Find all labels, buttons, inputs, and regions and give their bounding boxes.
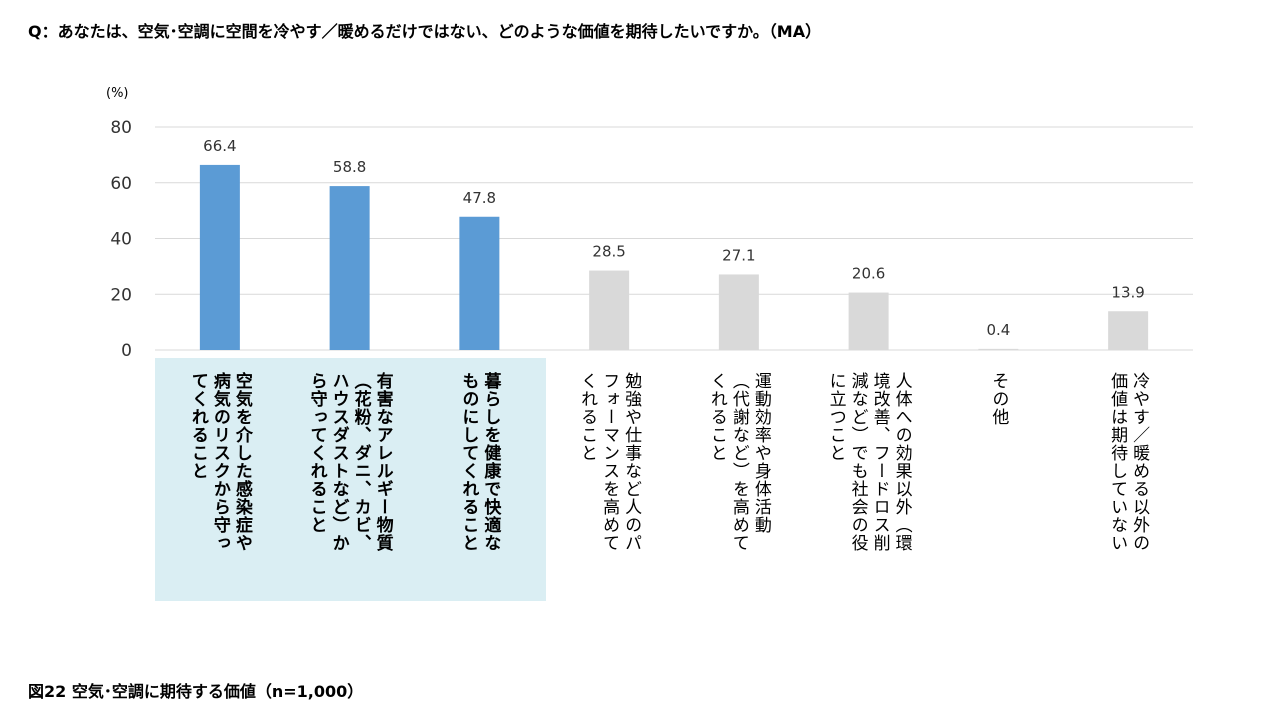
y-tick-label: 60 <box>110 174 132 194</box>
category-label: 勉強や仕事など人のパ フォーマンスを高めて くれること <box>576 372 642 552</box>
category-label-line: その他 <box>988 372 1009 426</box>
category-label-line: 有害なアレルギー物質 <box>372 372 393 552</box>
bar <box>199 164 240 350</box>
bar <box>329 186 370 350</box>
category-label-line: くれること <box>577 372 598 462</box>
category-label: 運動効率や身体活動 （代謝など）を高めて くれること <box>706 372 772 552</box>
highlight-label-background <box>155 358 546 601</box>
data-label: 28.5 <box>592 243 625 261</box>
category-label-line: 勉強や仕事など人のパ <box>621 372 642 552</box>
category-label-line: 減など）でも社会の役 <box>847 372 868 552</box>
data-label: 20.6 <box>852 265 885 283</box>
category-label-line: （花粉、ダニ、カビ、 <box>350 372 371 552</box>
category-label-line: 人体への効果以外（環 <box>891 372 912 552</box>
y-tick-label: 20 <box>110 285 132 305</box>
data-label: 58.8 <box>333 158 366 176</box>
bar <box>718 274 759 350</box>
category-label-line: フォーマンスを高めて <box>599 372 620 552</box>
data-label: 13.9 <box>1111 283 1144 301</box>
category-label: 有害なアレルギー物質 （花粉、ダニ、カビ、 ハウスダストなど）か ら守ってくれること <box>306 372 394 552</box>
category-label-line: 暮らしを健康で快適な <box>480 372 501 552</box>
category-label-line: ものにしてくれること <box>458 372 479 552</box>
category-label: 人体への効果以外（環 境改善、フードロス削 減など）でも社会の役 に立つこと <box>825 372 913 552</box>
category-label-line: 空気を介した感染症や <box>231 372 252 552</box>
category-label-line: に立つこと <box>825 372 846 462</box>
category-label: 暮らしを健康で快適な ものにしてくれること <box>457 372 501 552</box>
bar <box>848 292 889 350</box>
data-label: 47.8 <box>463 189 496 207</box>
category-label-line: 冷やす／暖める以外の <box>1129 372 1150 552</box>
category-label-line: 病気のリスクから守っ <box>209 372 230 552</box>
y-tick-label: 40 <box>110 230 132 250</box>
category-label-line: 運動効率や身体活動 <box>750 372 771 534</box>
category-label: その他 <box>987 372 1009 426</box>
data-label: 66.4 <box>203 137 236 155</box>
category-label: 空気を介した感染症や 病気のリスクから守っ てくれること <box>187 372 253 552</box>
figure-caption: 図22 空気･空調に期待する価値（n=1,000） <box>28 682 364 701</box>
category-label-line: くれること <box>706 372 727 462</box>
data-label: 27.1 <box>722 246 755 264</box>
y-tick-label: 80 <box>110 118 132 138</box>
bar <box>459 216 500 350</box>
category-label-line: ら守ってくれること <box>306 372 327 534</box>
category-label: 冷やす／暖める以外の 価値は期待していない <box>1106 372 1150 552</box>
category-label-line: 価値は期待していない <box>1107 372 1128 552</box>
category-label-line: ハウスダストなど）か <box>328 372 349 552</box>
bar <box>1108 311 1149 350</box>
data-label: 0.4 <box>986 321 1010 339</box>
bar <box>978 348 1019 350</box>
category-label-line: （代謝など）を高めて <box>728 372 749 552</box>
category-label-line: てくれること <box>187 372 208 480</box>
category-label-line: 境改善、フードロス削 <box>869 372 890 552</box>
y-tick-label: 0 <box>121 341 132 361</box>
y-axis-unit: (%) <box>106 86 129 101</box>
bar <box>589 270 630 350</box>
chart-title: Q：あなたは、空気･空調に空間を冷やす／暖めるだけではない、どのような価値を期待… <box>28 22 822 41</box>
